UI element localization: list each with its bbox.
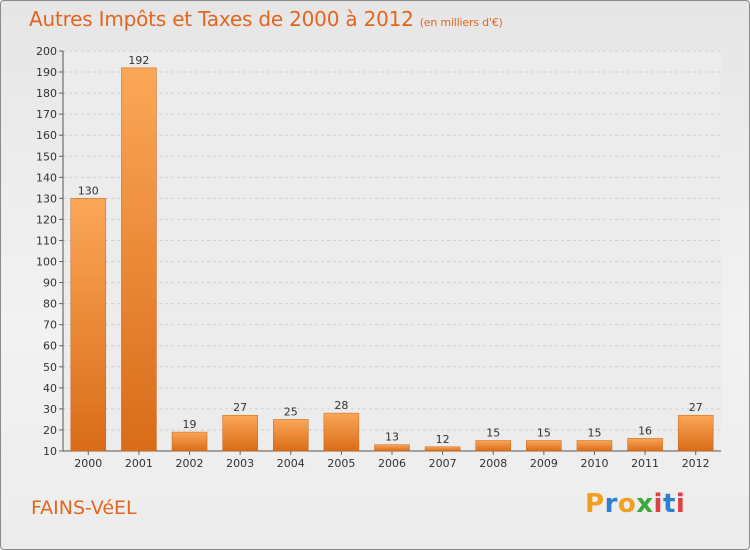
value-label-2006: 13 bbox=[385, 431, 399, 444]
y-tick-label: 80 bbox=[43, 298, 57, 311]
y-tick-label: 10 bbox=[43, 445, 57, 458]
y-tick-label: 20 bbox=[43, 424, 57, 437]
x-tick-label-2011: 2011 bbox=[631, 457, 659, 470]
logo-letter: o bbox=[617, 489, 637, 519]
x-tick-label-2003: 2003 bbox=[226, 457, 254, 470]
plot-area bbox=[63, 51, 721, 451]
value-label-2004: 25 bbox=[284, 405, 298, 418]
y-tick-label: 170 bbox=[36, 108, 57, 121]
x-tick-label-2004: 2004 bbox=[277, 457, 305, 470]
y-tick-label: 70 bbox=[43, 319, 57, 332]
bar-2002 bbox=[171, 431, 208, 452]
value-label-2012: 27 bbox=[689, 401, 703, 414]
bar-2008 bbox=[475, 440, 511, 452]
x-tick-label-2012: 2012 bbox=[682, 457, 710, 470]
value-label-2009: 15 bbox=[537, 426, 551, 439]
y-tick-label: 140 bbox=[36, 171, 57, 184]
commune-name: FAINS-VéEL bbox=[31, 497, 137, 519]
bar-2010 bbox=[576, 440, 613, 452]
x-tick-label-2007: 2007 bbox=[429, 457, 457, 470]
value-label-2005: 28 bbox=[334, 399, 348, 412]
y-tick-label: 190 bbox=[36, 66, 57, 79]
y-tick-label: 30 bbox=[43, 403, 57, 416]
value-label-2007: 12 bbox=[436, 433, 450, 446]
x-tick-label-2001: 2001 bbox=[125, 457, 153, 470]
bar-2001 bbox=[121, 67, 157, 452]
y-tick-label: 150 bbox=[36, 150, 57, 163]
value-label-2003: 27 bbox=[233, 401, 247, 414]
proxiti-logo: Proxiti bbox=[585, 489, 685, 519]
chart-title-text: Autres Impôts et Taxes de 2000 à 2012 bbox=[29, 7, 414, 31]
y-tick-label: 50 bbox=[43, 361, 57, 374]
x-tick-label-2000: 2000 bbox=[74, 457, 102, 470]
x-tick-label-2002: 2002 bbox=[176, 457, 204, 470]
bar-2007 bbox=[424, 446, 461, 452]
x-tick-label-2005: 2005 bbox=[327, 457, 355, 470]
logo-letter: r bbox=[604, 489, 618, 519]
x-tick-label-2009: 2009 bbox=[530, 457, 558, 470]
bar-2005 bbox=[323, 412, 360, 452]
bar-2009 bbox=[526, 440, 562, 452]
y-tick-label: 120 bbox=[36, 213, 57, 226]
logo-letter: t bbox=[662, 489, 676, 519]
y-tick-label: 130 bbox=[36, 192, 57, 205]
y-tick-label: 160 bbox=[36, 129, 57, 142]
y-tick-label: 40 bbox=[43, 382, 57, 395]
logo-letter: i bbox=[675, 489, 686, 519]
bar-2012 bbox=[677, 414, 714, 452]
bar-2000 bbox=[70, 198, 107, 452]
bar-2004 bbox=[273, 419, 309, 452]
bar-2006 bbox=[374, 444, 410, 452]
bar-2003 bbox=[222, 414, 258, 452]
logo-letter: x bbox=[636, 489, 654, 519]
y-tick-label: 180 bbox=[36, 87, 57, 100]
value-label-2008: 15 bbox=[486, 426, 500, 439]
value-label-2010: 15 bbox=[587, 426, 601, 439]
x-tick-label-2008: 2008 bbox=[479, 457, 507, 470]
x-tick-label-2010: 2010 bbox=[580, 457, 608, 470]
value-label-2011: 16 bbox=[638, 424, 652, 437]
value-label-2001: 192 bbox=[128, 54, 149, 67]
y-tick-label: 60 bbox=[43, 340, 57, 353]
logo-letter: i bbox=[653, 489, 663, 519]
y-tick-label: 90 bbox=[43, 277, 57, 290]
chart-title: Autres Impôts et Taxes de 2000 à 2012 (en… bbox=[29, 7, 503, 31]
x-tick-label-2006: 2006 bbox=[378, 457, 406, 470]
logo-letter: P bbox=[585, 489, 605, 519]
value-label-2002: 19 bbox=[183, 418, 197, 431]
value-label-2000: 130 bbox=[78, 184, 99, 197]
y-tick-label: 100 bbox=[36, 256, 57, 269]
chart-subtitle: (en milliers d'€) bbox=[419, 16, 503, 29]
y-tick-label: 200 bbox=[36, 45, 57, 58]
bar-2011 bbox=[627, 438, 663, 452]
y-tick-label: 110 bbox=[36, 234, 57, 247]
